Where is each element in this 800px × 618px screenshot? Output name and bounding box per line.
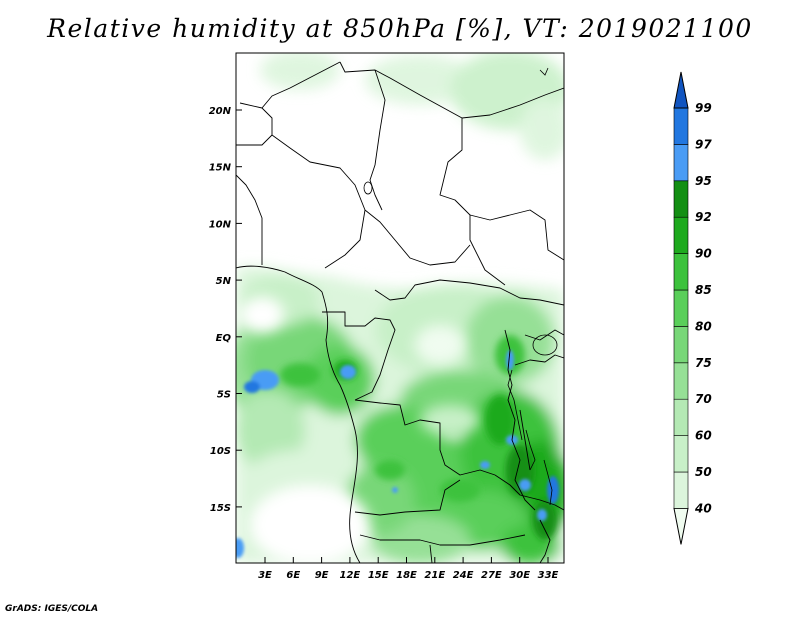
colorbar-label: 40	[694, 501, 712, 515]
colorbar-segment	[673, 362, 689, 400]
colorbar-segment	[673, 144, 689, 182]
colorbar-segment	[673, 289, 689, 327]
lat-label: 15N	[209, 163, 232, 174]
map-frame	[235, 52, 565, 564]
colorbar-segment	[673, 71, 689, 109]
colorbar-label: 70	[695, 392, 712, 406]
colorbar-segment	[673, 398, 689, 436]
colorbar-label: 90	[695, 247, 712, 261]
map-title: Relative humidity at 850hPa [%], VT: 201…	[47, 14, 753, 43]
colorbar-label: 80	[695, 319, 712, 333]
lon-label: 6E	[286, 570, 300, 581]
credit-text: GrADS: IGES/COLA	[5, 604, 99, 614]
lon-label: 15E	[368, 570, 389, 581]
colorbar-segment	[673, 107, 689, 145]
humidity-field	[236, 53, 564, 563]
colorbar-label: 50	[695, 465, 712, 479]
lon-label: 24E	[453, 570, 474, 581]
colorbar-label: 95	[695, 174, 712, 188]
lat-label: 20N	[209, 106, 232, 117]
lon-label: 33E	[538, 570, 559, 581]
colorbar-segment	[673, 180, 689, 218]
lon-label: 27E	[481, 570, 502, 581]
colorbar-label: 85	[695, 283, 712, 297]
lat-label: 10S	[210, 446, 231, 457]
lat-label: 10N	[209, 219, 232, 230]
lakes	[363, 67, 558, 506]
colorbar-label: 92	[695, 210, 712, 224]
colorbar-segment	[673, 216, 689, 254]
lat-label: 5N	[216, 276, 232, 287]
lon-label: 21E	[424, 570, 445, 581]
longitude-axis: 3E 6E 9E 12E 15E 18E 21E 24E 27E 30E 33E	[258, 557, 559, 581]
colorbar-segment	[673, 435, 689, 473]
colorbar-legend: 40 50 60 70 75 80 85 90 92 95 97 99	[673, 71, 712, 545]
lon-label: 30E	[509, 570, 530, 581]
lon-label: 9E	[315, 570, 329, 581]
colorbar-label: 75	[695, 356, 712, 370]
lon-label: 18E	[396, 570, 417, 581]
colorbar-segment	[673, 471, 689, 509]
country-borders	[236, 61, 564, 563]
latitude-axis: 20N 15N 10N 5N EQ 5S 10S 15S	[209, 106, 242, 514]
lon-label: 12E	[340, 570, 361, 581]
colorbar-label: 99	[695, 101, 712, 115]
lat-label: 15S	[210, 503, 231, 514]
colorbar-label: 97	[695, 137, 712, 151]
lat-label: EQ	[216, 333, 232, 344]
lon-label: 3E	[258, 570, 272, 581]
colorbar-segment	[673, 253, 689, 291]
colorbar-segment	[673, 507, 689, 545]
colorbar-label: 60	[695, 429, 712, 443]
lat-label: 5S	[217, 390, 231, 401]
colorbar-segment	[673, 326, 689, 364]
